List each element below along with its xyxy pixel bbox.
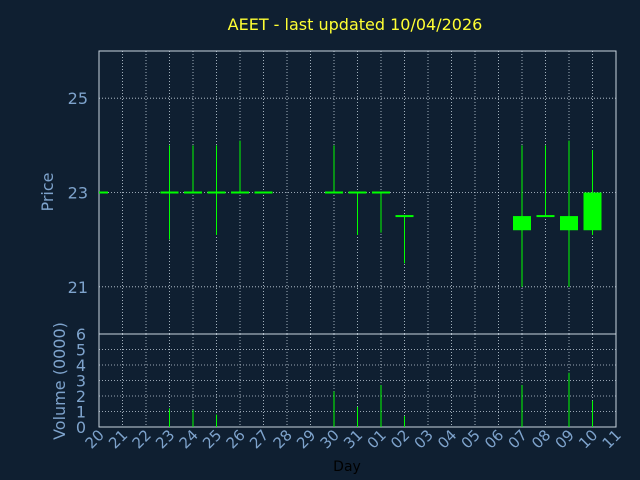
- volume-y-tick: 6: [76, 325, 86, 344]
- price-y-tick: 23: [68, 184, 88, 203]
- candle-body: [207, 191, 226, 194]
- x-tick: 30: [317, 426, 343, 452]
- x-tick: 01: [364, 426, 390, 452]
- x-tick: 07: [505, 426, 531, 452]
- candle-body: [560, 216, 578, 231]
- x-tick: 08: [528, 426, 554, 452]
- candle-10: [583, 150, 602, 235]
- candle-26: [231, 140, 249, 194]
- volume-y-tick: 4: [76, 356, 86, 375]
- candle-07: [513, 145, 531, 287]
- x-tick: 26: [223, 426, 249, 452]
- x-tick: 05: [458, 426, 484, 452]
- candle-body: [536, 215, 555, 218]
- candle-20: [99, 191, 108, 194]
- price-axis-label: Price: [38, 172, 57, 211]
- chart-title: AEET - last updated 10/04/2026: [228, 15, 483, 34]
- volume-y-tick: 0: [76, 418, 86, 437]
- candle-31: [348, 191, 367, 235]
- price-y-tick-labels: 21 23 25: [68, 89, 88, 297]
- volume-axis-label: Volume (0000): [50, 322, 69, 440]
- x-tick: 22: [129, 426, 155, 452]
- x-tick: 31: [340, 426, 366, 452]
- volume-y-tick: 5: [76, 341, 86, 360]
- price-y-tick: 21: [68, 278, 88, 297]
- x-tick: 21: [105, 426, 131, 452]
- candle-body: [513, 216, 531, 231]
- x-tick: 11: [599, 426, 625, 452]
- candle-body: [160, 191, 179, 194]
- x-tick: 03: [411, 426, 437, 452]
- candle-body: [372, 191, 390, 194]
- candle-body: [395, 215, 414, 218]
- candle-23: [160, 145, 179, 240]
- candle-body: [325, 191, 343, 194]
- candle-body: [348, 191, 367, 194]
- candle-body: [231, 191, 249, 194]
- candlestick-series: [99, 140, 602, 287]
- candle-24: [184, 145, 202, 194]
- volume-bar-series: [169, 372, 593, 427]
- candle-09: [560, 140, 578, 287]
- x-tick: 06: [481, 426, 507, 452]
- candle-body: [583, 192, 602, 231]
- x-tick: 25: [199, 426, 225, 452]
- x-axis-label: Day: [333, 459, 361, 475]
- candle-25: [207, 145, 226, 235]
- candle-01: [372, 191, 390, 233]
- x-tick: 28: [270, 426, 296, 452]
- x-tick: 24: [176, 426, 202, 452]
- x-tick: 27: [246, 426, 272, 452]
- volume-y-tick: 2: [76, 387, 86, 406]
- candle-27: [254, 191, 273, 194]
- x-tick: 23: [152, 426, 178, 452]
- candle-body: [99, 191, 108, 194]
- price-y-tick: 25: [68, 89, 88, 108]
- volume-y-tick: 3: [76, 372, 86, 391]
- x-tick: 10: [575, 426, 601, 452]
- candle-08: [536, 145, 555, 218]
- volume-y-tick: 1: [76, 403, 86, 422]
- x-tick: 29: [293, 426, 319, 452]
- candle-02: [395, 215, 414, 264]
- x-tick: 04: [434, 426, 460, 452]
- candle-30: [325, 145, 343, 194]
- x-tick-labels: 2021222324252627282930310102030405060708…: [82, 426, 625, 452]
- candle-body: [254, 191, 273, 194]
- volume-gridlines: [99, 334, 617, 427]
- x-tick: 09: [552, 426, 578, 452]
- x-tick: 02: [387, 426, 413, 452]
- candle-body: [184, 191, 202, 194]
